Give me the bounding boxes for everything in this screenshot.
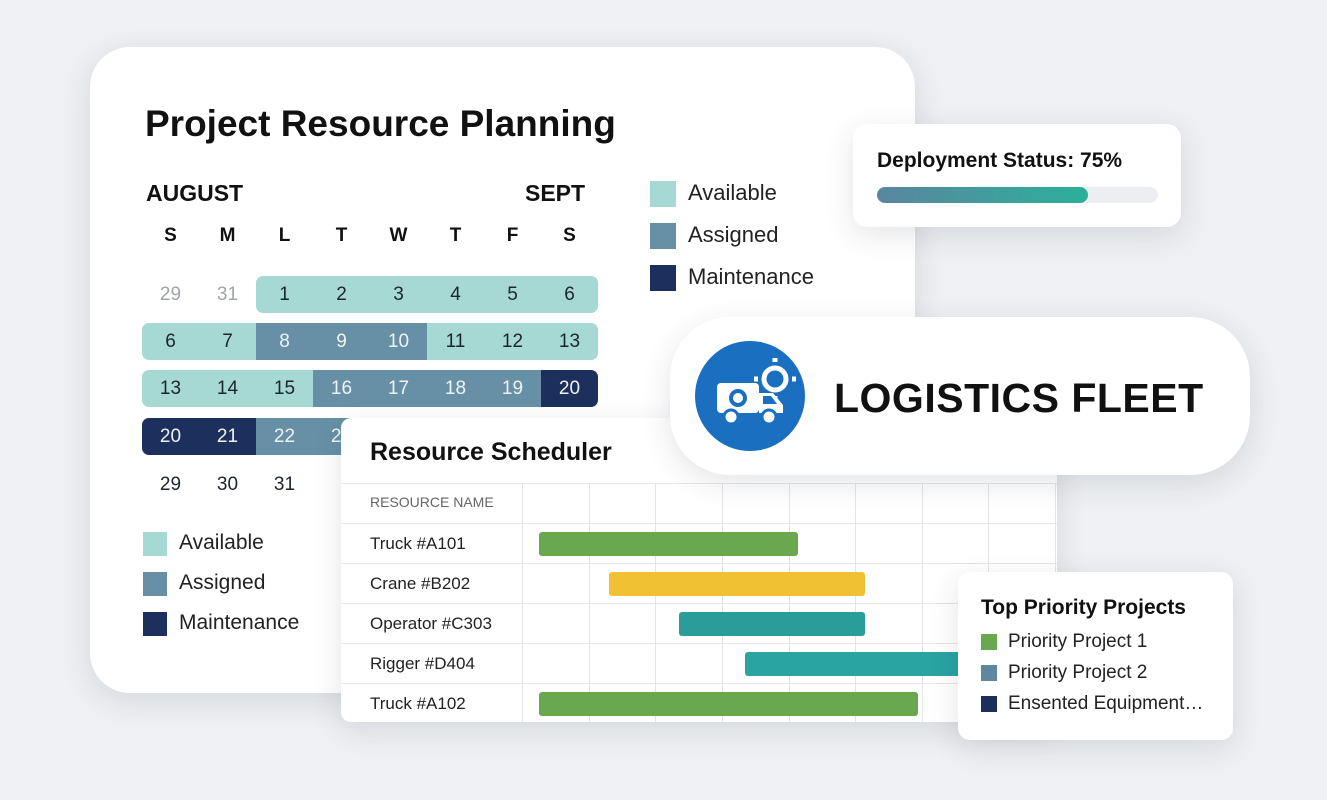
fleet-title: LOGISTICS FLEET	[834, 375, 1204, 421]
legend-swatch	[650, 265, 676, 291]
legend-swatch	[981, 696, 997, 712]
calendar-day: 4	[427, 276, 484, 313]
deployment-label: Deployment Status: 75%	[877, 149, 1123, 172]
calendar-day: 30	[216, 474, 239, 495]
grid-line	[655, 483, 657, 722]
weekday-label: F	[506, 225, 519, 246]
fleet-card: LOGISTICS FLEET	[670, 317, 1250, 475]
legend-swatch	[981, 665, 997, 681]
calendar-day: 29	[159, 474, 182, 495]
weekday-label: S	[164, 225, 177, 246]
weekday-label: T	[335, 225, 348, 246]
legend-swatch	[981, 634, 997, 650]
resource-name: Crane #B202	[370, 574, 471, 593]
priority-card: Top Priority Projects Priority Project 1 P…	[958, 572, 1233, 740]
calendar-day: 19	[484, 370, 541, 407]
weekday-label: T	[449, 225, 462, 246]
grid-line	[522, 483, 523, 722]
calendar-day: 18	[427, 370, 484, 407]
gantt-bar	[538, 532, 799, 556]
resource-name: Truck #A102	[370, 694, 466, 713]
legend-swatch	[143, 532, 167, 556]
legend-label: Maintenance	[179, 611, 300, 635]
calendar-day: 31	[273, 474, 296, 495]
weekday-label: M	[219, 225, 236, 246]
calendar-day: 17	[370, 370, 427, 407]
calendar-day: 21	[199, 418, 256, 455]
legend-label: Assigned	[688, 221, 779, 247]
calendar-day: 15	[256, 370, 313, 407]
calendar-day: 31	[216, 284, 239, 305]
column-header: RESOURCE NAME	[370, 494, 494, 510]
weekday-label: W	[389, 225, 408, 246]
gantt-bar	[538, 692, 919, 716]
month-label: SEPT	[525, 180, 586, 206]
month-label: AUGUST	[146, 180, 244, 206]
grid-line	[341, 483, 1057, 484]
calendar-day: 29	[159, 284, 182, 305]
legend-swatch	[650, 223, 676, 249]
calendar-day: 8	[256, 323, 313, 360]
calendar-day: 6	[541, 276, 598, 313]
calendar-day: 10	[370, 323, 427, 360]
grid-line	[788, 483, 790, 722]
legend-label: Available	[179, 531, 264, 555]
calendar-day: 9	[313, 323, 370, 360]
legend-label: Assigned	[179, 571, 266, 595]
calendar-day: 13	[541, 323, 598, 360]
gantt-bar	[745, 652, 976, 676]
gantt-bar	[678, 612, 866, 636]
grid-line	[721, 483, 723, 722]
grid-line	[341, 603, 1057, 604]
calendar-day: 13	[142, 370, 199, 407]
grid-line	[341, 523, 1057, 524]
fleet-icon	[695, 341, 805, 451]
calendar-day: 16	[313, 370, 370, 407]
grid-line	[921, 483, 923, 722]
planner-title: Project Resource Planning	[145, 103, 616, 144]
calendar-day: 11	[427, 323, 484, 360]
deployment-card: Deployment Status: 75%	[853, 124, 1181, 227]
grid-line	[855, 483, 857, 722]
calendar-day: 2	[313, 276, 370, 313]
calendar-day: 20	[142, 418, 199, 455]
resource-name: Operator #C303	[370, 614, 492, 633]
scheduler-title: Resource Scheduler	[370, 438, 612, 466]
legend-swatch	[143, 572, 167, 596]
legend-label: Ensented Equipment…	[1008, 692, 1204, 714]
legend-label: Priority Project 1	[1008, 630, 1148, 652]
grid-line	[341, 683, 1057, 684]
gantt-bar	[608, 572, 866, 596]
calendar-day: 14	[199, 370, 256, 407]
calendar-day: 1	[256, 276, 313, 313]
calendar-day: 3	[370, 276, 427, 313]
legend-swatch	[650, 181, 676, 207]
calendar-day: 20	[541, 370, 598, 407]
weekday-label: S	[563, 225, 576, 246]
calendar-day: 12	[484, 323, 541, 360]
resource-name: Rigger #D404	[370, 654, 475, 673]
calendar-day: 5	[484, 276, 541, 313]
grid-line	[588, 483, 590, 722]
legend-label: Priority Project 2	[1008, 661, 1148, 683]
grid-line	[341, 563, 1057, 564]
legend-label: Available	[688, 179, 777, 205]
legend-swatch	[143, 612, 167, 636]
resource-name: Truck #A101	[370, 534, 466, 553]
progress-fill	[877, 187, 1088, 203]
calendar-day: 6	[142, 323, 199, 360]
calendar-day: 7	[199, 323, 256, 360]
weekday-label: L	[278, 225, 291, 246]
grid-line	[341, 643, 1057, 644]
priority-title: Top Priority Projects	[981, 596, 1186, 619]
legend-label: Maintenance	[688, 263, 814, 289]
calendar-day: 22	[256, 418, 313, 455]
